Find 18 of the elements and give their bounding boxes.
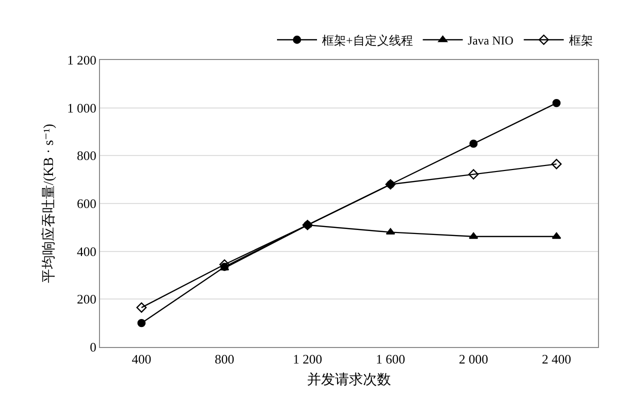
- x-tick-label: 1 600: [376, 352, 406, 367]
- y-tick-label: 1 200: [67, 52, 96, 68]
- y-axis-title: 平均响应吞吐量/(KB · s⁻¹): [40, 123, 57, 284]
- legend-label: 框架: [568, 33, 593, 48]
- legend-label: Java NIO: [468, 33, 514, 48]
- x-tick-label: 2 400: [542, 352, 572, 367]
- y-tick-label: 400: [76, 244, 96, 259]
- y-tick-label: 800: [76, 148, 96, 164]
- x-tick-label: 2 000: [458, 352, 488, 367]
- y-tick-label: 0: [90, 340, 96, 355]
- x-tick-label: 400: [132, 352, 152, 367]
- x-tick-label: 1 200: [292, 352, 322, 367]
- y-tick-label: 200: [76, 292, 96, 307]
- x-tick-label: 800: [214, 352, 234, 367]
- x-axis-title: 并发请求次数: [307, 372, 391, 388]
- y-tick-label: 600: [76, 196, 96, 212]
- y-tick-label: 1 000: [67, 100, 96, 116]
- legend-label: 框架+自定义线程: [322, 33, 413, 48]
